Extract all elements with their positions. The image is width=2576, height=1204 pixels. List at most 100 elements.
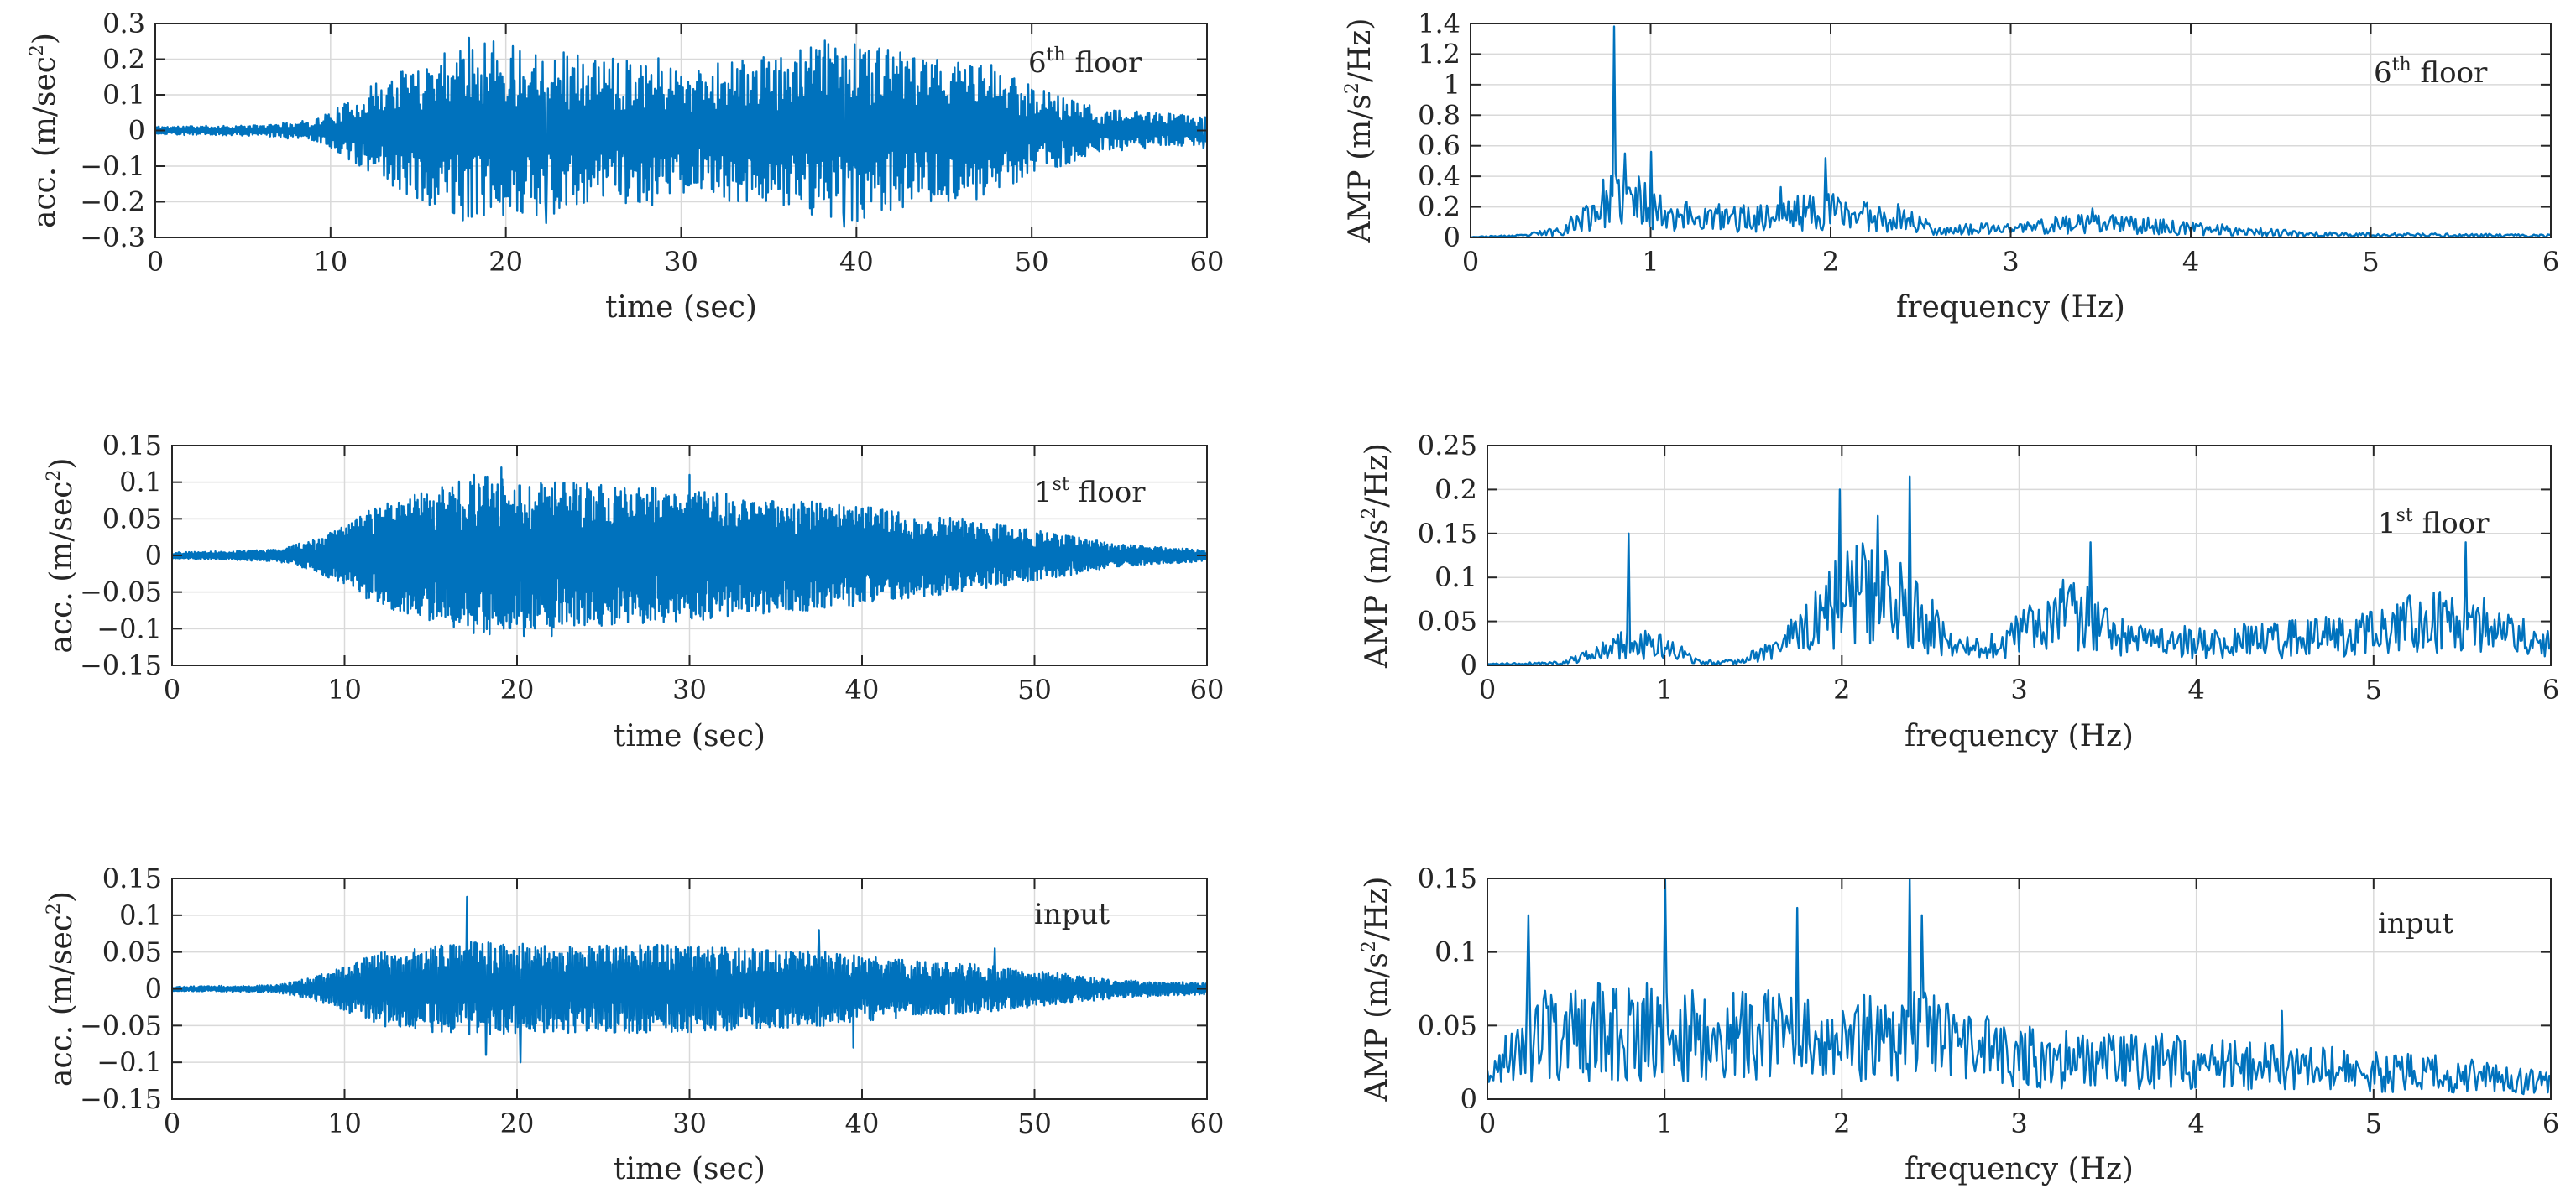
x-tick-label: 40: [845, 1108, 880, 1139]
x-tick-label: 0: [1462, 246, 1479, 278]
x-tick-label: 1: [1656, 674, 1673, 706]
x-tick-label: 5: [2362, 246, 2379, 278]
x-tick-label: 0: [164, 1108, 180, 1139]
x-axis-label: frequency (Hz): [1905, 1152, 2134, 1186]
x-tick-label: 2: [1833, 674, 1850, 706]
y-tick-label: −0.1: [80, 150, 145, 182]
x-tick-label: 50: [1017, 674, 1052, 706]
x-tick-label: 20: [489, 246, 523, 278]
y-tick-label: 0.6: [1418, 130, 1460, 162]
x-tick-label: 4: [2187, 674, 2204, 706]
x-axis-label: time (sec): [614, 1152, 765, 1186]
y-tick-label: 1.2: [1418, 38, 1460, 70]
y-tick-label: 0.1: [1434, 561, 1477, 593]
y-tick-label: 0: [1460, 1083, 1477, 1115]
x-tick-label: 0: [1479, 674, 1496, 706]
x-tick-label: 6: [2542, 246, 2559, 278]
y-tick-label: 0.05: [102, 503, 162, 534]
x-tick-label: 10: [313, 246, 347, 278]
x-tick-label: 5: [2365, 674, 2382, 706]
y-tick-label: 0.4: [1418, 160, 1460, 192]
y-tick-label: 0.1: [119, 466, 162, 498]
x-tick-label: 2: [1822, 246, 1839, 278]
x-tick-label: 50: [1017, 1108, 1052, 1139]
y-tick-label: 0.3: [102, 8, 145, 39]
y-axis-label: AMP (m/s2/Hz): [1359, 443, 1394, 669]
chart-panel-acc6: 0 10 20 30 40 50 60−0.3−0.2−0.100.10.20.3time …: [27, 8, 1224, 325]
series-annotation: 6th floor: [1028, 44, 1142, 80]
x-tick-label: 6: [2542, 674, 2559, 706]
x-tick-label: 4: [2187, 1108, 2204, 1139]
series-annotation: 6th floor: [2374, 55, 2488, 90]
y-tick-label: 0: [145, 539, 162, 571]
y-axis-label: acc. (m/sec2): [44, 891, 79, 1087]
x-tick-label: 30: [672, 674, 707, 706]
y-axis-label: AMP (m/s2/Hz): [1359, 877, 1394, 1102]
y-tick-label: −0.1: [97, 1046, 162, 1078]
chart-panel-acc1: 0 10 20 30 40 50 60 −0.15 −0.1 −0.05 0 0.05 0.1 0.15 t…: [44, 430, 1224, 753]
y-tick-label: 0: [1460, 649, 1477, 681]
y-tick-label: 1.4: [1418, 8, 1460, 39]
x-tick-label: 40: [845, 674, 880, 706]
y-axis-label: acc. (m/sec2): [44, 458, 79, 654]
x-tick-label: 0: [164, 674, 180, 706]
series-line: [172, 895, 1207, 1064]
y-tick-label: 0.15: [1418, 863, 1477, 894]
x-tick-label: 50: [1015, 246, 1049, 278]
y-tick-label: −0.1: [97, 612, 162, 644]
y-tick-label: −0.15: [80, 1083, 162, 1115]
x-tick-label: 30: [672, 1108, 707, 1139]
x-tick-label: 20: [500, 674, 535, 706]
chart-panel-ampin: 0 1 2 3 4 5 6 0 0.05 0.1 0.15 frequency (Hz) AMP (m/…: [1359, 863, 2559, 1186]
y-tick-label: −0.15: [80, 649, 162, 681]
x-tick-label: 10: [327, 674, 362, 706]
x-tick-label: 60: [1190, 674, 1225, 706]
y-tick-label: 0.05: [1418, 1009, 1477, 1041]
y-tick-label: 0.1: [102, 79, 145, 111]
y-tick-label: −0.3: [80, 222, 145, 253]
x-tick-label: 30: [664, 246, 698, 278]
x-tick-label: 1: [1642, 246, 1659, 278]
y-tick-label: 0.25: [1418, 430, 1477, 461]
x-tick-label: 3: [2002, 246, 2019, 278]
y-tick-label: 0.15: [102, 863, 162, 894]
series-line: [1487, 878, 2551, 1096]
x-tick-label: 60: [1190, 246, 1225, 278]
x-axis-label: time (sec): [614, 719, 765, 753]
x-tick-label: 40: [839, 246, 874, 278]
y-tick-label: 0.05: [1418, 606, 1477, 638]
x-tick-label: 0: [1479, 1108, 1496, 1139]
y-tick-label: 0.15: [102, 430, 162, 461]
y-tick-label: 1: [1444, 69, 1460, 101]
series-annotation: 1st floor: [1034, 474, 1146, 509]
x-axis-label: time (sec): [605, 290, 757, 325]
x-tick-label: 0: [147, 246, 164, 278]
x-tick-label: 10: [327, 1108, 362, 1139]
y-tick-label: 0.2: [1434, 473, 1477, 505]
y-tick-label: 0: [128, 115, 145, 147]
x-tick-label: 6: [2542, 1108, 2559, 1139]
x-tick-label: 1: [1656, 1108, 1673, 1139]
y-tick-label: 0.1: [119, 899, 162, 931]
series-line: [155, 36, 1207, 228]
y-tick-label: 0.2: [102, 44, 145, 76]
x-tick-label: 20: [500, 1108, 535, 1139]
y-axis-label: acc. (m/sec2): [27, 33, 62, 228]
x-axis-label: frequency (Hz): [1896, 290, 2125, 325]
chart-panel-amp1: 0 1 2 3 4 5 6 0 0.05 0.1 0.15 0.2 0.25 frequency (Hz)…: [1359, 430, 2559, 753]
chart-panel-accin: 0 10 20 30 40 50 60 −0.15 −0.1 −0.05 0 0.05 0.1 0.15 t…: [44, 863, 1224, 1186]
y-tick-label: 0.15: [1418, 518, 1477, 550]
series-annotation: input: [2378, 907, 2453, 941]
y-tick-label: −0.05: [80, 1009, 162, 1041]
x-tick-label: 60: [1190, 1108, 1225, 1139]
y-tick-label: 0: [1444, 222, 1460, 253]
y-tick-label: −0.2: [80, 186, 145, 218]
y-tick-label: 0.1: [1434, 936, 1477, 968]
x-tick-label: 3: [2010, 1108, 2027, 1139]
y-tick-label: 0.05: [102, 936, 162, 968]
y-axis-label: AMP (m/s2/Hz): [1342, 18, 1377, 244]
y-tick-label: 0.8: [1418, 99, 1460, 131]
x-tick-label: 3: [2010, 674, 2027, 706]
